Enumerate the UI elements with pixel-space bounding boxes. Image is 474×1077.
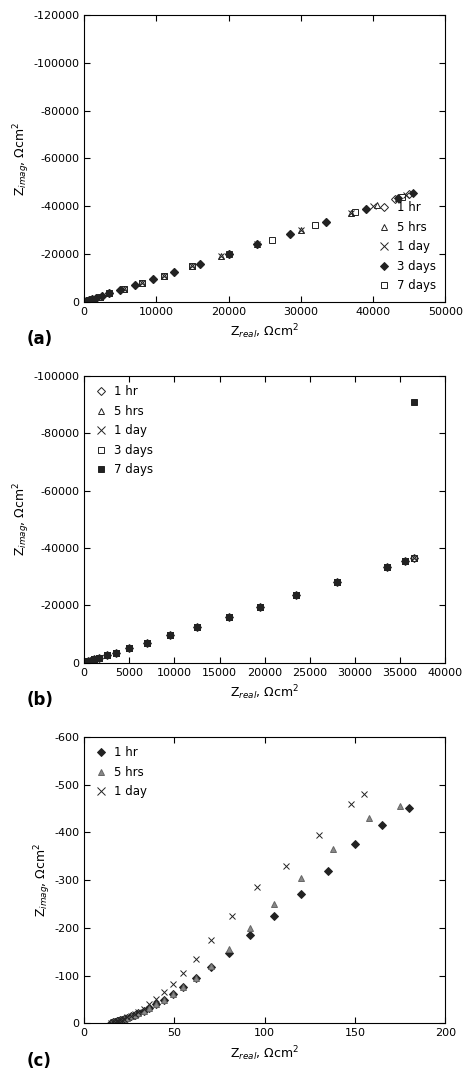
Y-axis label: Z$_{imag}$, Ωcm$^2$: Z$_{imag}$, Ωcm$^2$: [11, 482, 32, 557]
X-axis label: Z$_{real}$, Ωcm$^2$: Z$_{real}$, Ωcm$^2$: [230, 1044, 299, 1063]
Text: (b): (b): [26, 691, 53, 710]
Legend: 1 hr, 5 hrs, 1 day: 1 hr, 5 hrs, 1 day: [90, 743, 150, 801]
X-axis label: Z$_{real}$, Ωcm$^2$: Z$_{real}$, Ωcm$^2$: [230, 322, 299, 341]
X-axis label: Z$_{real}$, Ωcm$^2$: Z$_{real}$, Ωcm$^2$: [230, 683, 299, 702]
Y-axis label: Z$_{imag}$, Ωcm$^2$: Z$_{imag}$, Ωcm$^2$: [32, 843, 53, 918]
Y-axis label: Z$_{imag}$, Ωcm$^2$: Z$_{imag}$, Ωcm$^2$: [11, 122, 32, 196]
Text: (c): (c): [26, 1052, 51, 1071]
Legend: 1 hr, 5 hrs, 1 day, 3 days, 7 days: 1 hr, 5 hrs, 1 day, 3 days, 7 days: [90, 382, 156, 480]
Legend: 1 hr, 5 hrs, 1 day, 3 days, 7 days: 1 hr, 5 hrs, 1 day, 3 days, 7 days: [373, 198, 439, 296]
Text: (a): (a): [26, 331, 53, 349]
